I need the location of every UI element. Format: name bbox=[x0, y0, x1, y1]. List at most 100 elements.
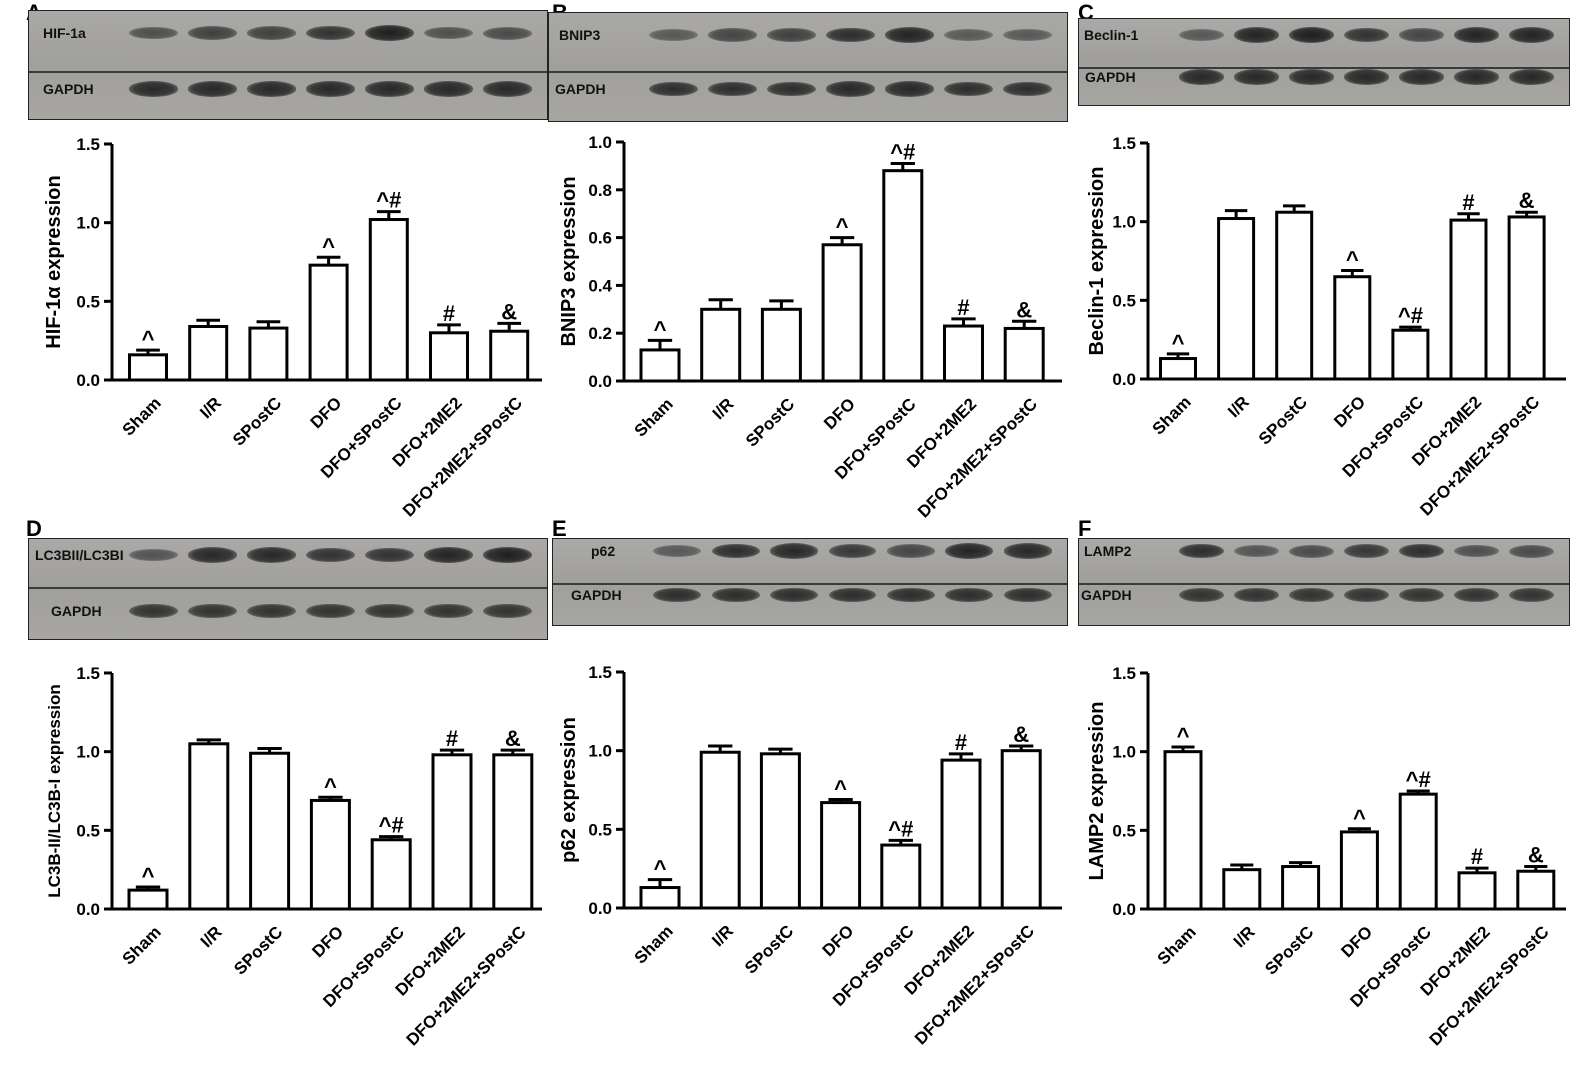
target-band bbox=[767, 28, 816, 42]
gapdh-band bbox=[1453, 69, 1500, 85]
significance-marker: & bbox=[1528, 843, 1544, 868]
gapdh-band bbox=[1003, 587, 1052, 603]
significance-marker: ^ bbox=[1346, 246, 1359, 271]
bar-dfo bbox=[820, 801, 862, 910]
target-band bbox=[247, 547, 296, 563]
y-tick-label: 1.0 bbox=[588, 742, 612, 761]
gapdh-band bbox=[483, 81, 532, 97]
bar-i-r bbox=[1222, 868, 1262, 911]
gapdh-band bbox=[1508, 69, 1555, 85]
bar-spostc bbox=[760, 307, 802, 383]
blot-target-label: Beclin-1 bbox=[1084, 27, 1139, 43]
bar-dfo-2me2 bbox=[1457, 871, 1497, 911]
significance-marker: # bbox=[443, 301, 455, 326]
significance-marker: # bbox=[446, 726, 458, 751]
gapdh-band bbox=[424, 603, 473, 619]
target-band bbox=[1288, 27, 1335, 43]
y-tick-label: 0.4 bbox=[588, 276, 612, 295]
blot-loading-control-label: GAPDH bbox=[571, 587, 622, 603]
blot-loading-control-label: GAPDH bbox=[1085, 69, 1136, 85]
bar-dfo bbox=[308, 263, 349, 382]
y-tick-label: 0.5 bbox=[76, 821, 100, 840]
gapdh-band bbox=[1178, 69, 1225, 85]
blot-target-label: p62 bbox=[591, 543, 616, 559]
significance-marker: ^ bbox=[1353, 805, 1366, 830]
y-tick-label: 1.0 bbox=[1112, 743, 1136, 762]
gapdh-band bbox=[945, 587, 994, 603]
target-band bbox=[424, 547, 473, 563]
target-band bbox=[885, 27, 934, 43]
blot-divider bbox=[29, 587, 547, 589]
panel-letter: F bbox=[1078, 516, 1092, 541]
gapdh-band bbox=[1288, 587, 1335, 603]
significance-marker: & bbox=[1519, 188, 1535, 213]
target-band bbox=[1288, 544, 1335, 558]
y-axis-title: LAMP2 expression bbox=[1086, 702, 1108, 881]
y-tick-label: 1.5 bbox=[76, 664, 100, 683]
gapdh-band bbox=[1288, 69, 1335, 85]
x-tick-label: DFO+2ME2+SPostC bbox=[1426, 922, 1553, 1049]
significance-marker: ^ bbox=[322, 233, 335, 258]
bar-dfo-2me2-spostc bbox=[1507, 215, 1546, 381]
significance-marker: # bbox=[957, 295, 969, 320]
target-band bbox=[1233, 27, 1280, 43]
target-band bbox=[483, 547, 532, 563]
blot-divider bbox=[1079, 67, 1569, 69]
gapdh-band bbox=[649, 81, 698, 97]
blot-target-label: LC3BII/LC3BI bbox=[35, 547, 124, 563]
western-blot-image: HIF-1a GAPDH bbox=[28, 10, 548, 120]
gapdh-band bbox=[828, 587, 877, 603]
significance-marker: & bbox=[1013, 722, 1029, 747]
x-tick-label: I/R bbox=[1230, 922, 1259, 951]
gapdh-band bbox=[1003, 81, 1052, 97]
y-axis-title: HIF-1α expression bbox=[43, 175, 65, 348]
significance-marker: & bbox=[505, 726, 521, 751]
gapdh-band bbox=[944, 81, 993, 97]
gapdh-band bbox=[767, 81, 816, 97]
y-tick-label: 1.5 bbox=[588, 663, 612, 682]
significance-marker: ^ bbox=[834, 775, 847, 800]
significance-marker: ^ bbox=[1177, 723, 1190, 748]
bar-dfo-spostc bbox=[880, 843, 922, 910]
target-band bbox=[1343, 27, 1390, 43]
significance-marker: ^# bbox=[1406, 767, 1431, 792]
y-tick-label: 1.5 bbox=[1112, 664, 1136, 683]
gapdh-band bbox=[1398, 587, 1445, 603]
y-tick-label: 0.0 bbox=[76, 900, 100, 919]
y-tick-label: 1.0 bbox=[76, 214, 100, 233]
significance-marker: ^# bbox=[888, 816, 913, 841]
gapdh-band bbox=[483, 603, 532, 619]
bar-i-r bbox=[188, 325, 229, 382]
y-tick-label: 0.6 bbox=[588, 229, 612, 248]
y-tick-label: 0.0 bbox=[1112, 370, 1136, 389]
bar-i-r bbox=[188, 742, 230, 911]
blot-target-label: HIF-1a bbox=[43, 25, 86, 41]
target-band bbox=[653, 544, 702, 558]
y-tick-label: 0.5 bbox=[76, 292, 100, 311]
bar-dfo-spostc bbox=[882, 169, 924, 383]
gapdh-band bbox=[1233, 69, 1280, 85]
target-band bbox=[708, 28, 757, 42]
gapdh-band bbox=[1398, 69, 1445, 85]
blot-divider bbox=[549, 71, 1067, 73]
blot-loading-control-label: GAPDH bbox=[555, 81, 606, 97]
blot-loading-control-label: GAPDH bbox=[43, 81, 94, 97]
gapdh-band bbox=[188, 81, 237, 97]
target-band bbox=[129, 26, 178, 40]
y-tick-label: 1.0 bbox=[76, 743, 100, 762]
target-band bbox=[1508, 27, 1555, 43]
y-axis-title: p62 expression bbox=[558, 717, 580, 863]
blot-divider bbox=[29, 71, 547, 73]
blot-target-label: LAMP2 bbox=[1084, 543, 1132, 559]
bar-dfo bbox=[821, 243, 863, 383]
y-tick-label: 0.0 bbox=[76, 371, 100, 390]
gapdh-band bbox=[711, 587, 760, 603]
y-tick-label: 0.2 bbox=[588, 324, 612, 343]
target-band bbox=[944, 28, 993, 42]
significance-marker: ^ bbox=[654, 316, 667, 341]
target-band bbox=[188, 26, 237, 40]
target-band bbox=[1343, 543, 1390, 559]
western-blot-image: Beclin-1 GAPDH bbox=[1078, 18, 1570, 106]
